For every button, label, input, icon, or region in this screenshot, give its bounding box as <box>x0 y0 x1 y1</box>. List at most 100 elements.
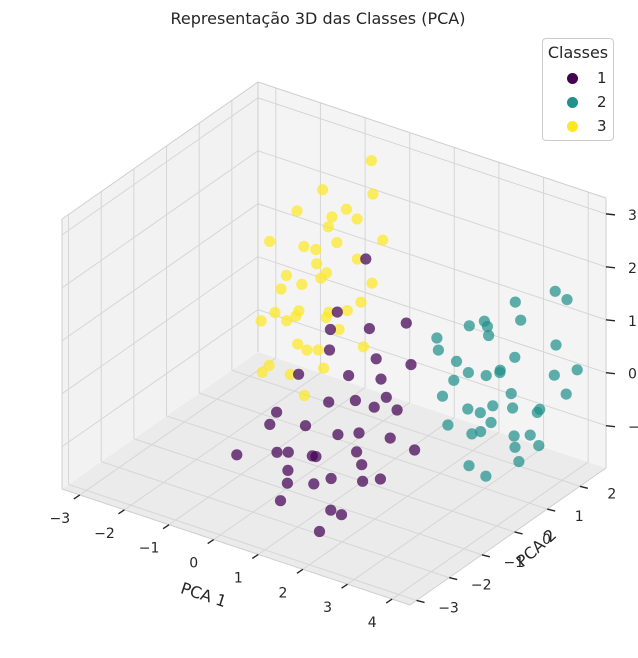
data-point-class-3 <box>310 243 322 256</box>
data-point-class-1 <box>313 525 326 538</box>
data-point-class-2 <box>436 390 449 402</box>
data-point-class-1 <box>349 394 361 407</box>
data-point-class-1 <box>308 478 320 490</box>
data-point-class-1 <box>391 404 403 416</box>
data-point-class-2 <box>513 456 525 468</box>
y-tick-mark <box>579 485 589 489</box>
data-point-class-3 <box>291 205 303 217</box>
x-gridline <box>79 357 277 496</box>
left-wall-pane <box>62 82 258 489</box>
data-point-class-2 <box>549 285 561 297</box>
data-point-class-1 <box>405 359 417 371</box>
data-point-class-3 <box>292 338 304 350</box>
data-point-class-2 <box>478 315 490 327</box>
data-point-class-1 <box>332 429 344 441</box>
z-tick-mark <box>605 266 616 269</box>
y-tick-mark <box>449 576 458 581</box>
data-point-class-3 <box>318 362 330 374</box>
data-point-class-1 <box>271 406 283 418</box>
legend-title: Classes <box>547 43 609 62</box>
z-gridline <box>257 203 607 321</box>
top-back-edge <box>257 81 607 199</box>
x-tick-label: 0 <box>189 556 198 572</box>
z-gridline <box>61 203 259 342</box>
data-point-class-3 <box>320 267 333 279</box>
x-tick-mark <box>385 598 393 604</box>
data-point-class-3 <box>298 240 310 253</box>
data-point-class-2 <box>509 441 521 453</box>
x-tick-label: 1 <box>234 570 243 586</box>
data-point-class-1 <box>375 373 387 385</box>
data-point-class-1 <box>368 401 380 413</box>
data-point-class-2 <box>450 355 463 367</box>
data-point-class-2 <box>508 430 520 442</box>
y-tick-mark <box>514 531 523 535</box>
z-gridline <box>61 97 259 236</box>
z-tick-label: 2 <box>628 261 637 277</box>
data-point-class-1 <box>323 344 336 356</box>
data-point-class-1 <box>370 353 382 365</box>
x-tick-label: 4 <box>368 615 377 631</box>
legend-label-3: 3 <box>597 117 607 135</box>
data-point-class-2 <box>442 419 454 431</box>
data-point-class-2 <box>494 364 506 376</box>
legend-label-2: 2 <box>597 93 607 111</box>
y-tick-mark <box>481 554 491 558</box>
x-axis-label: PCA 1 <box>178 578 229 611</box>
y-tick-mark <box>416 599 425 604</box>
data-point-class-1 <box>299 420 312 432</box>
y-gridline <box>68 483 417 601</box>
data-point-class-2 <box>463 320 475 332</box>
data-point-class-3 <box>351 213 363 225</box>
data-point-class-3 <box>264 235 276 247</box>
data-point-class-3 <box>296 278 308 290</box>
data-point-class-2 <box>480 470 492 482</box>
x-tick-label: −3 <box>50 511 71 527</box>
data-point-class-2 <box>475 426 487 438</box>
data-point-class-2 <box>487 400 499 412</box>
data-point-class-2 <box>560 388 572 400</box>
data-point-class-2 <box>432 344 444 356</box>
legend-label-1: 1 <box>597 69 607 87</box>
data-point-class-3 <box>275 283 287 295</box>
data-point-class-3 <box>365 155 377 167</box>
data-point-class-3 <box>311 258 323 270</box>
data-point-class-1 <box>356 459 368 471</box>
chart-title: Representação 3D das Classes (PCA) <box>171 9 466 28</box>
data-point-class-2 <box>509 296 521 308</box>
data-point-class-1 <box>264 418 276 430</box>
x-tick-mark <box>162 524 170 530</box>
data-point-class-3 <box>317 184 329 196</box>
data-point-class-3 <box>341 305 353 317</box>
data-point-class-1 <box>380 391 392 403</box>
z-tick-mark <box>605 213 616 216</box>
z-tick-mark <box>605 319 616 322</box>
data-point-class-1 <box>271 446 283 458</box>
data-point-class-1 <box>274 495 287 507</box>
data-point-class-1 <box>335 509 348 521</box>
data-point-class-1 <box>351 446 363 458</box>
data-point-class-3 <box>281 315 293 327</box>
data-point-class-1 <box>231 449 243 461</box>
z-gridline <box>257 97 607 215</box>
z-gridline <box>61 150 259 289</box>
data-point-class-3 <box>351 253 363 265</box>
data-point-class-1 <box>325 472 337 485</box>
data-point-class-3 <box>323 306 335 318</box>
data-point-class-2 <box>462 367 474 379</box>
data-point-class-3 <box>333 323 345 336</box>
data-point-class-2 <box>505 388 517 400</box>
y-gridline <box>133 438 483 556</box>
data-point-class-2 <box>509 351 521 363</box>
data-point-class-1 <box>384 432 396 444</box>
data-point-class-2 <box>466 428 478 440</box>
data-point-class-3 <box>367 188 379 200</box>
data-point-class-1 <box>374 473 386 485</box>
data-point-class-3 <box>290 310 302 322</box>
z-tick-label: 3 <box>628 208 637 224</box>
data-point-class-1 <box>325 504 337 516</box>
x-tick-mark <box>118 509 125 515</box>
data-point-class-2 <box>448 374 460 386</box>
y-tick-label: 1 <box>575 509 584 525</box>
x-tick-mark <box>251 553 259 560</box>
